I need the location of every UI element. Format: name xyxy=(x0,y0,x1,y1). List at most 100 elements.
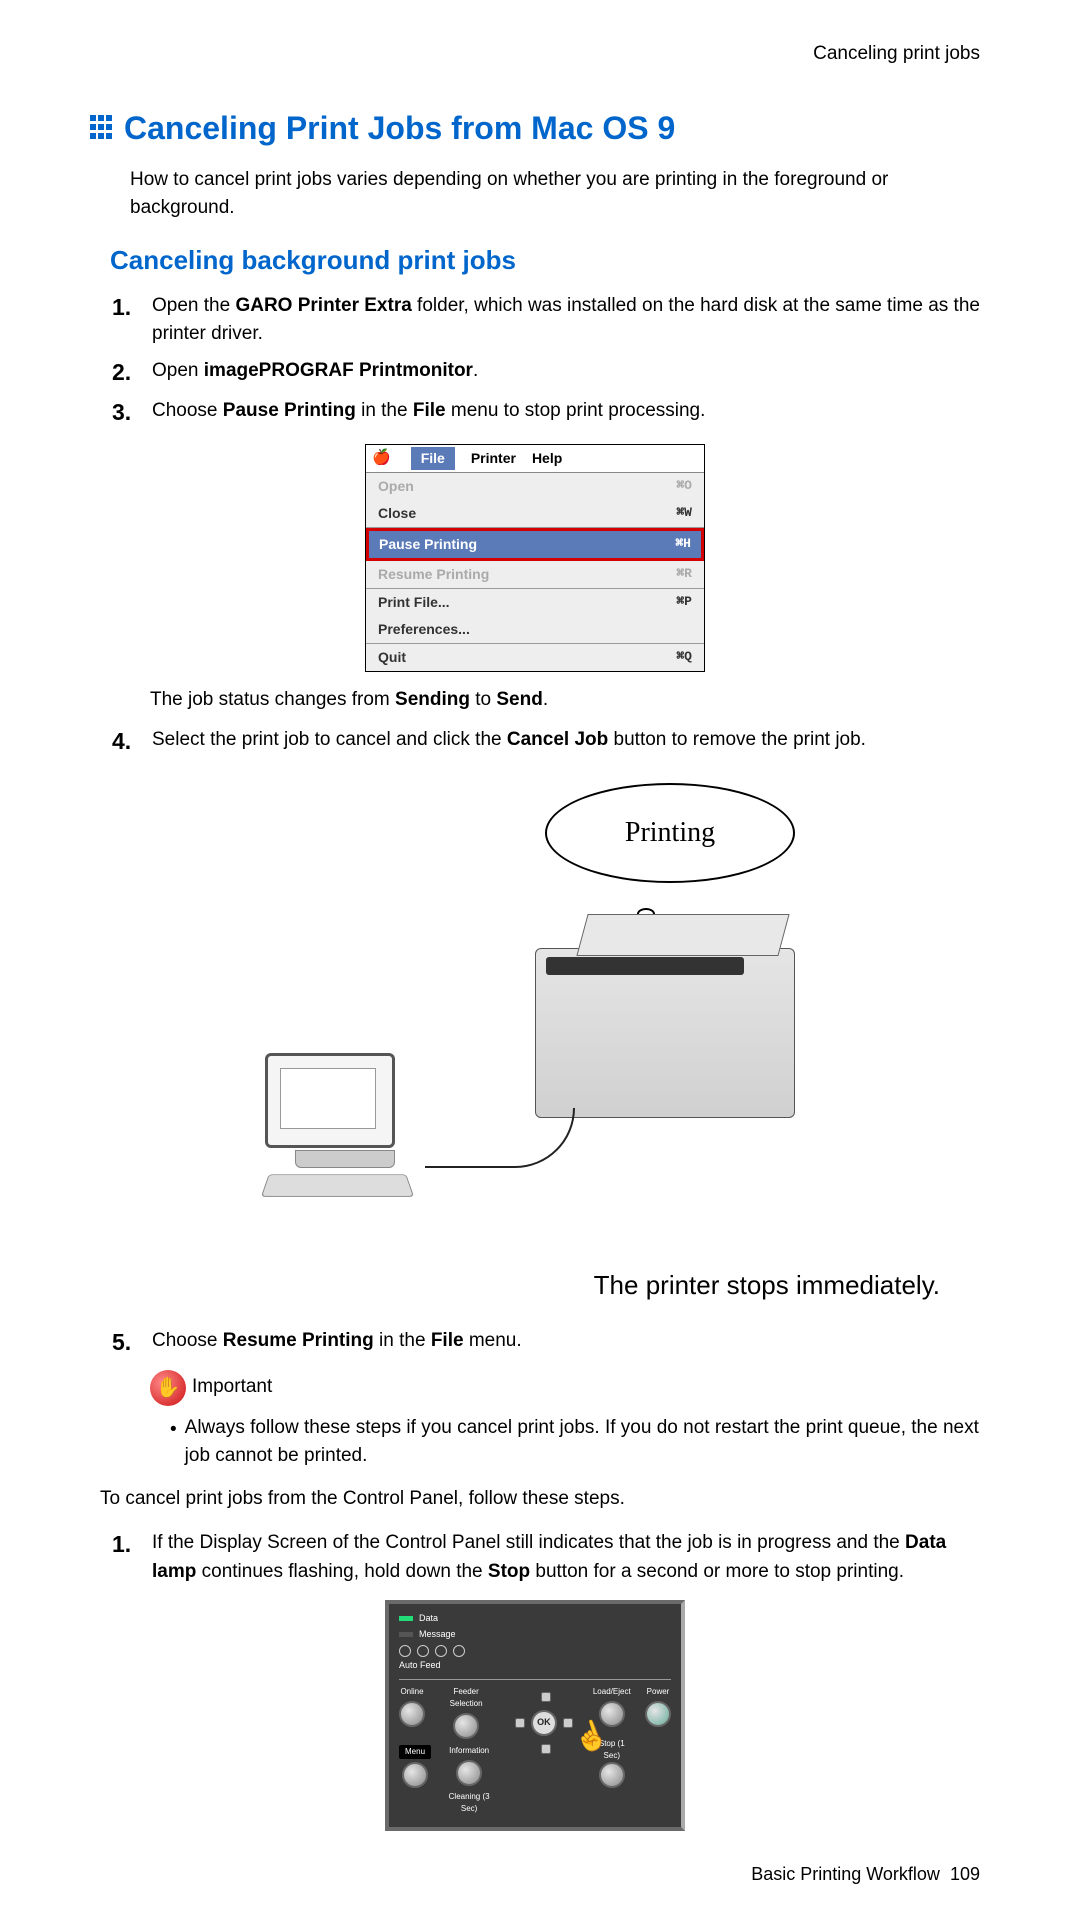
bullet-dot-icon: • xyxy=(170,1414,177,1471)
text: button to remove the print job. xyxy=(608,729,866,750)
stop-button-icon xyxy=(599,1762,625,1788)
feeder-button-icon xyxy=(453,1713,479,1739)
menu-label: Open xyxy=(378,476,414,497)
menu-item-open: Open ⌘O xyxy=(366,473,704,500)
menu-shortcut: ⌘H xyxy=(675,534,691,555)
bold-term: Sending xyxy=(395,689,470,710)
btn-label: Load/Eject xyxy=(593,1686,631,1698)
text: Choose xyxy=(152,400,223,421)
menu-shortcut: ⌘W xyxy=(676,503,692,524)
file-menu-screenshot: 🍎 File Printer Help Open ⌘O Close ⌘W Pau… xyxy=(90,444,980,672)
text: . xyxy=(543,689,548,710)
menu-item-resume-printing: Resume Printing ⌘R xyxy=(366,561,704,588)
btn-label: Information xyxy=(449,1745,489,1757)
menu-shortcut: ⌘O xyxy=(676,476,692,497)
page-title: Canceling Print Jobs from Mac OS 9 xyxy=(124,104,675,152)
printer-illustration xyxy=(535,948,795,1118)
step-number: 2. xyxy=(112,355,152,390)
data-led-icon xyxy=(399,1616,413,1621)
menu-label: Resume Printing xyxy=(378,564,489,585)
step-number: 1. xyxy=(112,290,152,349)
important-label: Important xyxy=(192,1373,272,1402)
text: menu. xyxy=(464,1330,522,1351)
message-led-icon xyxy=(399,1632,413,1637)
arrow-left-icon xyxy=(515,1718,525,1728)
text: Select the print job to cancel and click… xyxy=(152,729,507,750)
text: continues flashing, hold down the xyxy=(196,1561,488,1582)
step-4-text: Select the print job to cancel and click… xyxy=(152,724,980,759)
menu-shortcut: ⌘R xyxy=(676,564,692,585)
text: in the xyxy=(374,1330,431,1351)
text: The job status changes from xyxy=(150,689,395,710)
printing-figure: Printing xyxy=(90,773,980,1253)
btn-label: Power xyxy=(647,1686,670,1698)
footer-page-number: 109 xyxy=(950,1864,980,1884)
btn-label: Cleaning (3 Sec) xyxy=(443,1791,495,1815)
led-label: Data xyxy=(419,1612,438,1626)
led-label: Message xyxy=(419,1628,456,1642)
important-bullet: • Always follow these steps if you cance… xyxy=(170,1414,980,1471)
cable-illustration xyxy=(425,1108,575,1168)
step-1-text: Open the GARO Printer Extra folder, whic… xyxy=(152,290,980,349)
bold-term: File xyxy=(431,1330,464,1351)
sheet-icon xyxy=(453,1645,465,1657)
text: in the xyxy=(356,400,413,421)
bold-term: File xyxy=(413,400,446,421)
control-panel-intro: To cancel print jobs from the Control Pa… xyxy=(100,1485,980,1514)
menu-label: Quit xyxy=(378,647,406,668)
online-button-icon xyxy=(399,1701,425,1727)
important-icon: ✋ xyxy=(150,1370,186,1406)
step-number: 1. xyxy=(112,1527,152,1586)
power-button-icon xyxy=(645,1701,671,1727)
menu-label: Pause Printing xyxy=(379,534,477,555)
section-grid-icon xyxy=(90,115,116,141)
bold-term: imagePROGRAF Printmonitor xyxy=(204,360,473,381)
menu-item-quit: Quit ⌘Q xyxy=(366,644,704,671)
step-5-text: Choose Resume Printing in the File menu. xyxy=(152,1325,980,1360)
bold-term: Send xyxy=(496,689,542,710)
bold-term: Cancel Job xyxy=(507,729,608,750)
dot-icon xyxy=(435,1645,447,1657)
step-number: 3. xyxy=(112,395,152,430)
cp-step-1-text: If the Display Screen of the Control Pan… xyxy=(152,1527,980,1586)
footer-section: Basic Printing Workflow xyxy=(751,1864,940,1884)
nav-pad: OK xyxy=(513,1690,574,1756)
bullet-text: Always follow these steps if you cancel … xyxy=(185,1414,980,1471)
bold-term: Resume Printing xyxy=(223,1330,374,1351)
ok-button-icon: OK xyxy=(531,1710,557,1736)
step-3-result: The job status changes from Sending to S… xyxy=(150,686,980,715)
roll-icon xyxy=(399,1645,411,1657)
step-3-text: Choose Pause Printing in the File menu t… xyxy=(152,395,980,430)
intro-paragraph: How to cancel print jobs varies dependin… xyxy=(130,166,980,223)
step-2-text: Open imagePROGRAF Printmonitor. xyxy=(152,355,980,390)
printer-menu-tab: Printer xyxy=(471,448,516,469)
menubar: 🍎 File Printer Help xyxy=(366,445,704,473)
bold-term: Pause Printing xyxy=(223,400,356,421)
page-footer: Basic Printing Workflow 109 xyxy=(90,1861,980,1888)
text: Choose xyxy=(152,1330,223,1351)
step-number: 4. xyxy=(112,724,152,759)
bold-term: GARO Printer Extra xyxy=(235,295,411,316)
arrow-down-icon xyxy=(541,1744,551,1754)
text: . xyxy=(473,360,478,381)
menu-item-close: Close ⌘W xyxy=(366,500,704,527)
figure-caption: The printer stops immediately. xyxy=(90,1266,940,1305)
thought-bubble: Printing xyxy=(545,783,795,883)
help-menu-tab: Help xyxy=(532,448,562,469)
text: to xyxy=(470,689,496,710)
menu-item-print-file: Print File... ⌘P xyxy=(366,589,704,616)
dot-icon xyxy=(417,1645,429,1657)
text: Open the xyxy=(152,295,235,316)
menu-item-pause-printing: Pause Printing ⌘H xyxy=(366,528,704,561)
menu-label: Preferences... xyxy=(378,619,470,640)
auto-feed-label: Auto Feed xyxy=(399,1659,671,1673)
menu-tag: Menu xyxy=(399,1745,431,1759)
menu-shortcut: ⌘P xyxy=(676,592,692,613)
text: menu to stop print processing. xyxy=(446,400,706,421)
menu-button-icon xyxy=(402,1762,428,1788)
btn-label: Online xyxy=(400,1686,423,1698)
info-button-icon xyxy=(456,1760,482,1786)
text: button for a second or more to stop prin… xyxy=(530,1561,904,1582)
menu-label: Close xyxy=(378,503,416,524)
text: Open xyxy=(152,360,204,381)
